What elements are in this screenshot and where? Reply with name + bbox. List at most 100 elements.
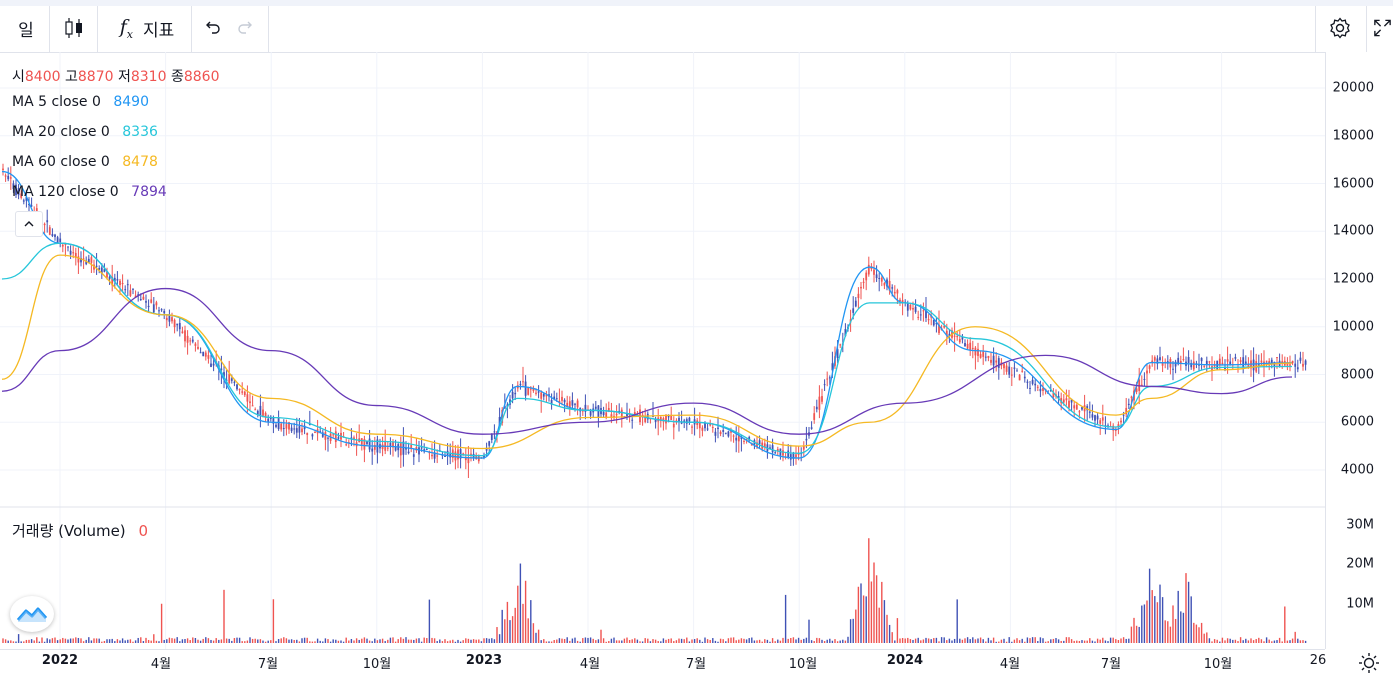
volume-bar — [543, 639, 545, 643]
candle-body — [353, 437, 355, 440]
volume-bar — [818, 638, 821, 643]
candle-body — [553, 396, 556, 400]
candle-body — [111, 276, 114, 286]
volume-bar — [374, 638, 376, 643]
volume-bar — [881, 581, 883, 643]
volume-bar — [7, 640, 9, 643]
tradingview-logo[interactable] — [10, 596, 54, 632]
candle-body — [181, 331, 184, 334]
undo-button[interactable] — [198, 8, 226, 48]
volume-bar — [654, 639, 657, 643]
candle-body — [862, 281, 865, 283]
volume-bar — [30, 639, 33, 643]
volume-bar — [574, 637, 576, 643]
candle-body — [1239, 360, 1242, 362]
collapse-legend-button[interactable] — [15, 211, 43, 237]
candle-body — [618, 410, 621, 412]
candle-body — [584, 404, 587, 412]
candle-body — [64, 243, 67, 245]
chart-type-button[interactable] — [52, 8, 96, 48]
settings-button[interactable] — [1322, 8, 1358, 48]
volume-bar — [725, 641, 727, 643]
candle-body — [436, 455, 439, 457]
candle-body — [860, 286, 862, 289]
volume-bar — [56, 640, 59, 643]
volume-bar — [1242, 640, 1244, 643]
price-axis[interactable]: 20000 18000 16000 14000 12000 10000 8000 6000 40… — [1325, 52, 1393, 649]
volume-bar — [566, 637, 568, 643]
ma20-legend[interactable]: MA 20 close 0 8336 — [12, 124, 158, 140]
volume-tick-label: 30M — [1346, 517, 1374, 533]
volume-bar — [407, 639, 410, 643]
volume-bar — [142, 641, 145, 643]
candle-body — [243, 391, 246, 396]
volume-bar — [1013, 639, 1016, 643]
fullscreen-button[interactable] — [1372, 8, 1393, 48]
candle-body — [782, 450, 784, 456]
volume-bar — [436, 641, 438, 643]
volume-bar — [1024, 641, 1026, 643]
volume-bar — [688, 641, 691, 643]
low-value: 8310 — [130, 69, 167, 85]
ma20-label: MA 20 close 0 — [12, 124, 110, 140]
logo-icon — [16, 607, 48, 622]
interval-button[interactable]: 일 — [6, 8, 46, 48]
candle-body — [527, 387, 530, 395]
price-chart[interactable] — [0, 52, 1325, 649]
volume-bar — [732, 637, 735, 643]
candle-body — [974, 347, 977, 356]
candle-body — [839, 344, 842, 346]
volume-bar — [381, 638, 384, 643]
time-tick-label: 26 — [1309, 653, 1327, 668]
volume-bar — [920, 640, 922, 643]
candle-body — [691, 426, 693, 428]
volume-bar — [535, 632, 537, 643]
volume-bar — [64, 638, 67, 643]
redo-button[interactable] — [232, 8, 260, 48]
time-axis[interactable] — [0, 649, 1325, 680]
candle-body — [470, 453, 472, 455]
volume-bar — [1245, 638, 1247, 643]
candle-body — [67, 246, 69, 248]
candle-body — [597, 405, 600, 418]
candle-body — [467, 457, 470, 464]
candle-body — [407, 451, 410, 454]
candle-body — [727, 431, 730, 437]
volume-bar — [683, 639, 685, 643]
volume-bar — [917, 637, 919, 643]
volume-bar — [470, 639, 472, 643]
ma120-legend[interactable]: MA 120 close 0 7894 — [12, 184, 167, 200]
candle-body — [327, 437, 329, 439]
candle-body — [119, 280, 121, 286]
volume-bar — [329, 641, 332, 643]
volume-bar — [764, 639, 766, 643]
time-axis-settings[interactable] — [1358, 652, 1380, 674]
candle-body — [1114, 429, 1117, 431]
volume-bar — [592, 638, 594, 643]
candlestick-icon — [65, 18, 82, 38]
volume-bar — [1232, 639, 1234, 643]
candle-body — [1244, 361, 1247, 364]
volume-bar — [348, 640, 350, 643]
volume-bar — [943, 637, 945, 643]
ma60-legend[interactable]: MA 60 close 0 8478 — [12, 154, 158, 170]
volume-bar — [777, 639, 779, 643]
volume-bar — [605, 641, 607, 643]
candle-body — [1190, 363, 1193, 368]
volume-bar — [496, 627, 498, 643]
volume-bar — [483, 638, 485, 643]
ma5-legend[interactable]: MA 5 close 0 8490 — [12, 94, 149, 110]
indicators-button[interactable]: fx 지표 — [104, 8, 190, 48]
volume-bar — [280, 638, 282, 643]
candle-body — [155, 302, 158, 306]
candle-body — [514, 392, 517, 395]
candle-body — [285, 424, 288, 429]
volume-bar — [337, 640, 340, 643]
volume-bar — [790, 638, 792, 643]
volume-bar — [644, 638, 646, 643]
candle-body — [410, 445, 413, 449]
volume-legend[interactable]: 거래량 (Volume) 0 — [12, 520, 148, 541]
volume-bar — [387, 639, 389, 643]
volume-bar — [995, 641, 997, 643]
candle-body — [1143, 378, 1146, 380]
